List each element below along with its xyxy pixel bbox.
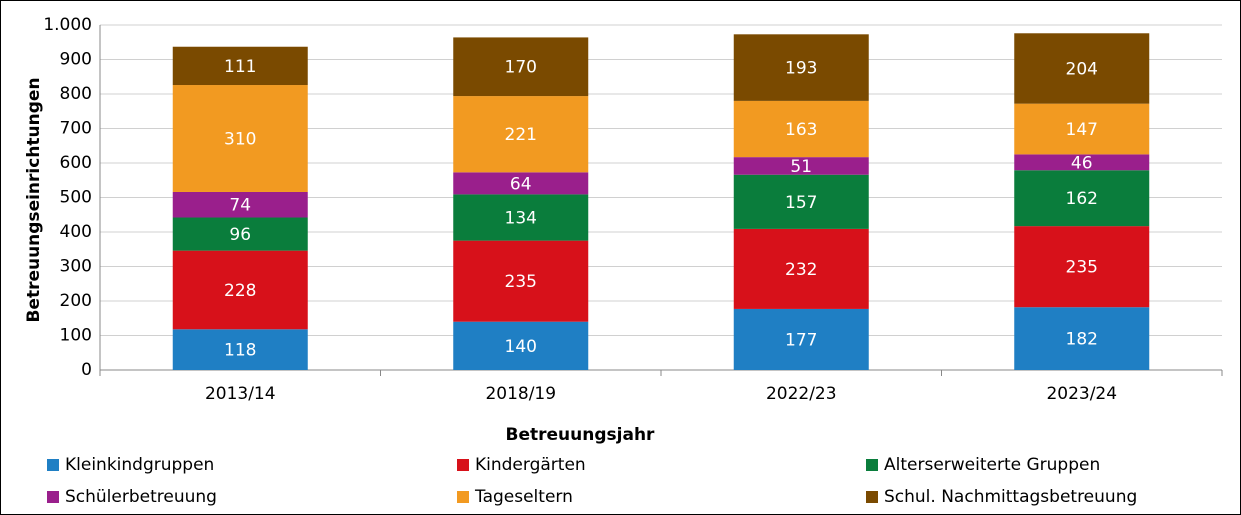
data-label: 232 (785, 260, 817, 280)
y-tick-label: 500 (60, 188, 92, 208)
bar-segment (172, 85, 308, 192)
y-tick-label: 200 (60, 291, 92, 311)
data-label: 162 (1066, 189, 1098, 209)
bar-segment (453, 194, 589, 241)
x-tick-label: 2018/19 (485, 384, 556, 404)
bar-segment (1014, 103, 1150, 155)
y-tick-label: 300 (60, 257, 92, 277)
bar-segment (1014, 226, 1150, 308)
legend-swatch (457, 491, 469, 503)
bar-segment (733, 100, 869, 158)
data-label: 235 (505, 272, 537, 292)
bar-segment (733, 308, 869, 370)
legend-swatch (866, 459, 878, 471)
bar-segment (733, 34, 869, 101)
legend-swatch (47, 459, 59, 471)
legend-label: Schülerbetreuung (65, 487, 217, 507)
y-tick-label: 400 (60, 222, 92, 242)
bar-segment (1014, 307, 1150, 370)
data-label: 96 (229, 225, 251, 245)
y-tick-label: 0 (81, 360, 92, 380)
y-axis-title: Betreuungseinrichtungen (24, 77, 44, 322)
x-axis-title: Betreuungsjahr (506, 425, 656, 445)
data-label: 51 (790, 157, 812, 177)
y-tick-label: 900 (60, 50, 92, 70)
bar-segment (733, 157, 869, 175)
bar-segment (453, 37, 589, 97)
legend-label: Alterserweiterte Gruppen (884, 455, 1100, 475)
data-label: 204 (1066, 59, 1098, 79)
data-label: 118 (224, 341, 256, 361)
legend-label: Schul. Nachmittagsbetreuung (884, 487, 1137, 507)
bar-segment (733, 174, 869, 229)
y-tick-label: 700 (60, 119, 92, 139)
bar-segment (453, 240, 589, 322)
legend-swatch (457, 459, 469, 471)
data-label: 177 (785, 330, 817, 350)
data-label: 134 (505, 209, 537, 229)
data-label: 193 (785, 59, 817, 79)
y-tick-label: 600 (60, 153, 92, 173)
data-label: 147 (1066, 120, 1098, 140)
bar-segment (733, 228, 869, 309)
data-label: 182 (1066, 330, 1098, 350)
data-label: 310 (224, 130, 256, 150)
x-tick-label: 2022/23 (766, 384, 837, 404)
bar-segment (172, 250, 308, 330)
bar-segment (172, 191, 308, 218)
bar-segment (453, 172, 589, 195)
y-tick-label: 100 (60, 326, 92, 346)
bar-segment (1014, 170, 1150, 227)
legend-label: Tageseltern (474, 487, 573, 507)
data-label: 74 (229, 196, 251, 216)
legend-swatch (47, 491, 59, 503)
legend-swatch (866, 491, 878, 503)
bar-segment (453, 96, 589, 173)
legend-label: Kindergärten (475, 455, 586, 475)
bar-segment (1014, 154, 1150, 171)
data-label: 170 (505, 58, 537, 78)
x-tick-label: 2013/14 (205, 384, 276, 404)
data-label: 235 (1066, 258, 1098, 278)
data-label: 163 (785, 120, 817, 140)
bar-segment (172, 329, 308, 370)
y-tick-label: 1.000 (43, 15, 92, 35)
legend-label: Kleinkindgruppen (65, 455, 214, 475)
data-label: 157 (785, 193, 817, 213)
data-label: 46 (1071, 153, 1093, 173)
data-label: 228 (224, 281, 256, 301)
y-tick-label: 800 (60, 84, 92, 104)
x-tick-label: 2023/24 (1046, 384, 1117, 404)
bar-segment (172, 217, 308, 251)
bar-segment (1014, 33, 1150, 104)
data-label: 221 (505, 125, 537, 145)
bar-segment (172, 46, 308, 86)
data-label: 140 (505, 337, 537, 357)
data-label: 64 (510, 174, 532, 194)
data-label: 111 (224, 57, 256, 77)
bar-segment (453, 321, 589, 370)
